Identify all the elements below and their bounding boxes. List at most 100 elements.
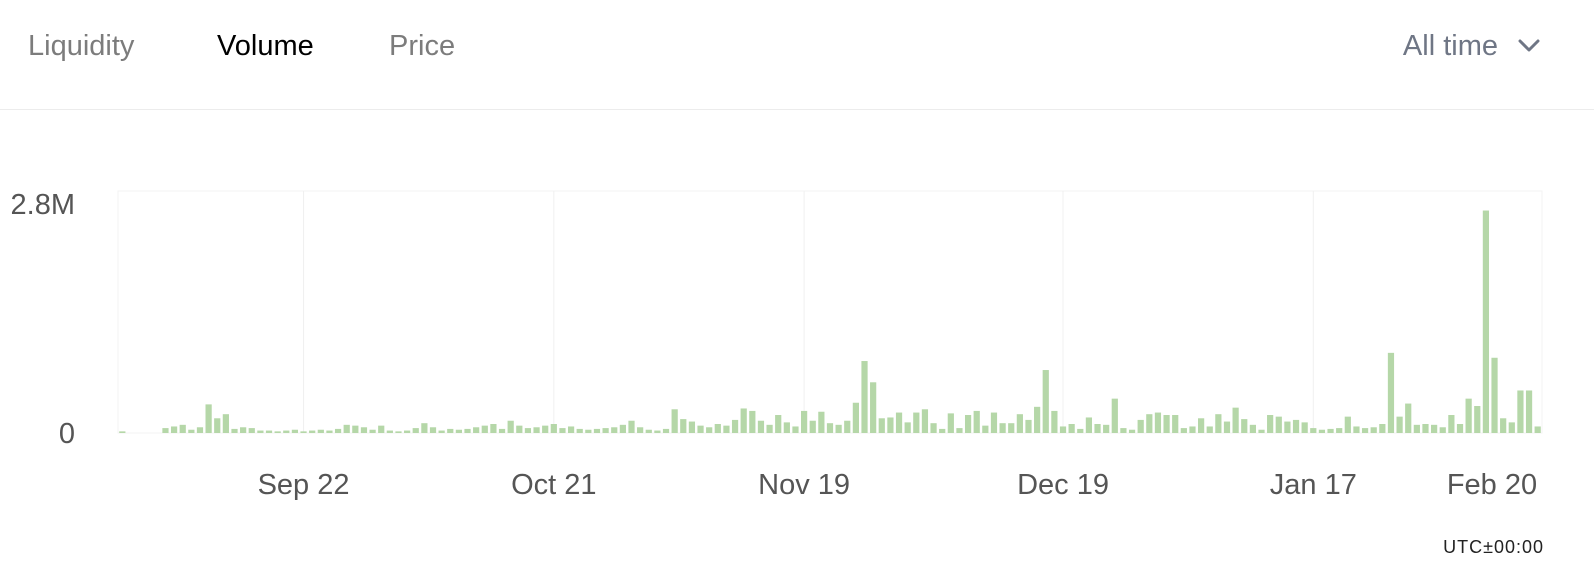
volume-bar[interactable]	[170, 426, 178, 433]
volume-bar[interactable]	[982, 425, 989, 433]
volume-bar[interactable]	[559, 428, 566, 433]
volume-bar[interactable]	[801, 410, 808, 433]
volume-bar[interactable]	[1068, 424, 1075, 433]
volume-bar[interactable]	[826, 423, 834, 433]
volume-bar[interactable]	[257, 430, 264, 433]
volume-bar[interactable]	[1405, 403, 1412, 433]
volume-bar[interactable]	[222, 414, 229, 433]
volume-bar[interactable]	[775, 415, 782, 433]
volume-bar[interactable]	[593, 428, 601, 433]
volume-bar[interactable]	[196, 427, 204, 433]
volume-bar[interactable]	[429, 427, 437, 433]
volume-bar[interactable]	[619, 424, 626, 433]
volume-bar[interactable]	[231, 428, 238, 433]
volume-bar[interactable]	[524, 428, 532, 433]
volume-bar[interactable]	[947, 413, 954, 433]
volume-bar[interactable]	[240, 427, 247, 433]
volume-bar[interactable]	[662, 428, 670, 433]
volume-bar[interactable]	[291, 429, 299, 433]
volume-bar[interactable]	[645, 429, 652, 433]
volume-bar[interactable]	[611, 427, 618, 433]
volume-bar[interactable]	[895, 412, 903, 433]
volume-bar[interactable]	[1387, 352, 1395, 433]
volume-bar[interactable]	[1534, 426, 1541, 433]
volume-bar[interactable]	[1094, 424, 1101, 433]
volume-bar[interactable]	[844, 420, 851, 433]
volume-bar[interactable]	[671, 409, 678, 433]
volume-bar[interactable]	[1508, 422, 1515, 433]
volume-bar[interactable]	[1439, 427, 1446, 433]
volume-bar[interactable]	[628, 420, 635, 433]
volume-bar[interactable]	[1327, 428, 1334, 433]
volume-bar[interactable]	[637, 427, 644, 433]
volume-bar[interactable]	[119, 431, 126, 433]
volume-bar[interactable]	[1292, 419, 1300, 433]
volume-bar[interactable]	[1353, 426, 1360, 433]
volume-bar[interactable]	[1284, 421, 1291, 433]
volume-bar[interactable]	[878, 418, 885, 433]
volume-bar[interactable]	[731, 419, 739, 433]
volume-bar[interactable]	[913, 412, 920, 433]
volume-bar[interactable]	[1163, 415, 1170, 433]
volume-bar[interactable]	[1301, 422, 1308, 433]
volume-bar[interactable]	[567, 426, 575, 433]
volume-bar[interactable]	[706, 427, 713, 433]
volume-bar[interactable]	[1051, 410, 1058, 433]
volume-bar[interactable]	[1025, 419, 1032, 433]
volume-bar[interactable]	[1517, 390, 1524, 433]
volume-bar[interactable]	[309, 430, 316, 433]
volume-bar[interactable]	[1198, 418, 1205, 433]
volume-bar[interactable]	[654, 430, 661, 433]
volume-bar[interactable]	[516, 425, 523, 433]
volume-bar[interactable]	[1241, 419, 1248, 433]
volume-bar[interactable]	[749, 410, 756, 433]
volume-bar[interactable]	[1318, 429, 1326, 433]
volume-bar[interactable]	[481, 425, 488, 433]
volume-bar[interactable]	[473, 427, 480, 433]
volume-bar[interactable]	[404, 430, 411, 433]
volume-bar[interactable]	[1396, 416, 1403, 433]
volume-bar[interactable]	[1215, 414, 1222, 433]
volume-bar[interactable]	[1059, 426, 1067, 433]
volume-bar[interactable]	[1431, 424, 1438, 433]
volume-bar[interactable]	[585, 429, 592, 433]
volume-bar[interactable]	[1223, 421, 1231, 433]
volume-bar[interactable]	[343, 424, 350, 433]
volume-bar[interactable]	[870, 382, 877, 433]
volume-bar[interactable]	[973, 410, 980, 433]
volume-bar[interactable]	[818, 411, 825, 433]
volume-bar[interactable]	[395, 431, 402, 433]
volume-bar[interactable]	[1128, 429, 1136, 433]
volume-bar[interactable]	[1146, 414, 1153, 433]
volume-bar[interactable]	[188, 429, 195, 433]
volume-bar[interactable]	[861, 361, 868, 433]
volume-bar[interactable]	[956, 428, 963, 433]
volume-bar[interactable]	[300, 431, 307, 433]
volume-bar[interactable]	[326, 430, 333, 433]
volume-bar[interactable]	[1370, 427, 1377, 433]
volume-bar[interactable]	[921, 409, 929, 433]
volume-bar[interactable]	[1042, 370, 1049, 433]
tab-liquidity[interactable]: Liquidity	[28, 30, 135, 62]
volume-bar[interactable]	[283, 430, 290, 433]
volume-bar[interactable]	[274, 431, 281, 433]
volume-bar[interactable]	[1456, 424, 1464, 433]
volume-bar[interactable]	[999, 423, 1006, 433]
time-range-dropdown[interactable]: All time	[1403, 28, 1540, 64]
volume-bar[interactable]	[1206, 426, 1213, 433]
volume-bar[interactable]	[1422, 424, 1429, 433]
volume-bar[interactable]	[1448, 415, 1455, 433]
volume-bar[interactable]	[1491, 357, 1498, 433]
volume-bar[interactable]	[1465, 398, 1472, 433]
volume-bar[interactable]	[990, 412, 998, 433]
volume-bar[interactable]	[360, 427, 368, 433]
volume-bar[interactable]	[714, 424, 721, 433]
volume-bar[interactable]	[438, 430, 445, 433]
volume-bar[interactable]	[809, 420, 816, 433]
volume-bar[interactable]	[1137, 419, 1144, 433]
volume-bar[interactable]	[550, 424, 557, 433]
volume-bar[interactable]	[464, 428, 471, 433]
volume-bar[interactable]	[680, 419, 687, 433]
volume-bar[interactable]	[386, 430, 393, 433]
volume-bar[interactable]	[1154, 412, 1162, 433]
